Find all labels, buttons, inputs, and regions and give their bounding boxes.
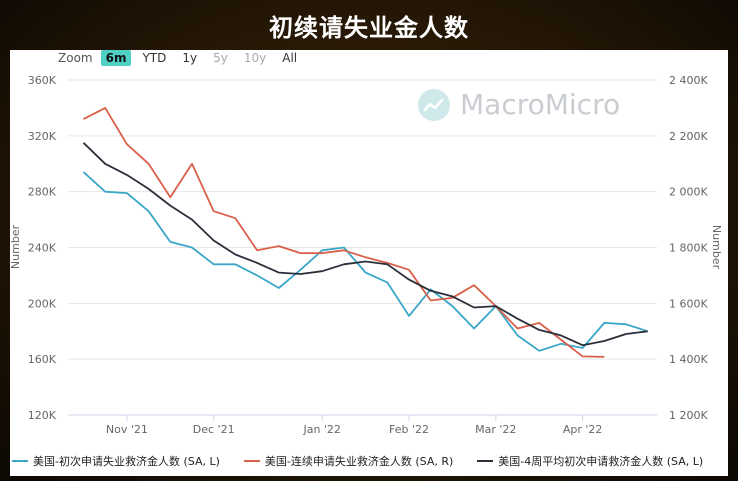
zoom-button-5y[interactable]: 5y xyxy=(213,51,228,65)
legend-label-initial: 美国-初次申请失业救济金人数 (SA, L) xyxy=(33,455,220,468)
zoom-button-1y[interactable]: 1y xyxy=(182,51,198,65)
zoom-button-10y[interactable]: 10y xyxy=(243,51,267,65)
right-y-tick-label: 1 400K xyxy=(669,353,708,366)
series-lines xyxy=(82,107,648,358)
chart-legend: 美国-初次申请失业救济金人数 (SA, L) 美国-连续申请失业救济金人数 (S… xyxy=(12,451,726,471)
four-week-average-line xyxy=(82,142,648,347)
grid-lines xyxy=(68,79,657,416)
right-y-tick-label: 2 400K xyxy=(669,74,708,87)
continued-claims-line xyxy=(83,107,605,358)
legend-swatch-4wk xyxy=(477,460,494,462)
chart-panel xyxy=(10,50,728,476)
zoom-button-all[interactable]: All xyxy=(282,51,298,65)
watermark-text: MacroMicro xyxy=(460,88,621,121)
right-y-tick-label: 1 600K xyxy=(669,297,708,310)
page-title: 初续请失业金人数 xyxy=(269,13,469,42)
left-y-tick-label: 320K xyxy=(28,130,57,143)
zoom-button-6m[interactable]: 6m xyxy=(100,50,132,66)
x-tick-label: Dec '21 xyxy=(193,423,235,436)
left-y-tick-label: 360K xyxy=(28,74,57,87)
left-y-axis-title: Number xyxy=(9,224,22,269)
legend-swatch-initial xyxy=(12,460,28,462)
left-y-tick-label: 280K xyxy=(28,186,57,199)
x-axis: Nov '21 Dec '21 Jan '22 Feb '22 Mar '22 Apr '… xyxy=(68,414,657,436)
legend-item-4wk-average[interactable]: 美国-4周平均初次申请救济金人数 (SA, L) xyxy=(477,453,703,469)
right-y-tick-label: 1 200K xyxy=(669,409,708,422)
left-y-tick-label: 120K xyxy=(28,409,57,422)
right-y-tick-label: 1 800K xyxy=(669,242,708,255)
left-y-axis: 120K 160K 200K 240K 280K 320K 360K xyxy=(28,74,57,422)
x-tick-label: Nov '21 xyxy=(106,423,148,436)
right-y-tick-label: 2 000K xyxy=(669,186,708,199)
legend-label-4wk: 美国-4周平均初次申请救济金人数 (SA, L) xyxy=(498,455,704,468)
zoom-button-ytd[interactable]: YTD xyxy=(142,51,167,65)
x-tick-label: Jan '22 xyxy=(302,423,340,436)
left-y-tick-label: 160K xyxy=(28,353,57,366)
legend-item-continued-claims[interactable]: 美国-连续申请失业救济金人数 (SA, R) xyxy=(243,453,454,469)
x-tick-label: Feb '22 xyxy=(389,423,429,436)
right-y-axis-title: Number xyxy=(710,225,723,270)
left-y-tick-label: 200K xyxy=(28,297,57,310)
watermark: MacroMicro xyxy=(418,88,620,121)
left-y-tick-label: 240K xyxy=(28,242,57,255)
legend-item-initial-claims[interactable]: 美国-初次申请失业救济金人数 (SA, L) xyxy=(12,453,220,469)
initial-claims-line xyxy=(82,171,648,352)
zoom-label: Zoom xyxy=(58,51,93,65)
x-tick-label: Apr '22 xyxy=(563,423,603,436)
x-tick-label: Mar '22 xyxy=(475,423,516,436)
legend-swatch-continued xyxy=(243,460,260,462)
right-y-axis: 1 200K 1 400K 1 600K 1 800K 2 000K 2 200K 2 40… xyxy=(669,74,708,422)
macromicro-logo-icon xyxy=(418,88,450,121)
right-y-tick-label: 2 200K xyxy=(669,130,708,143)
legend-label-continued: 美国-连续申请失业救济金人数 (SA, R) xyxy=(264,455,454,468)
zoom-bar: Zoom 6m YTD 1y 5y 10y All xyxy=(58,48,308,68)
